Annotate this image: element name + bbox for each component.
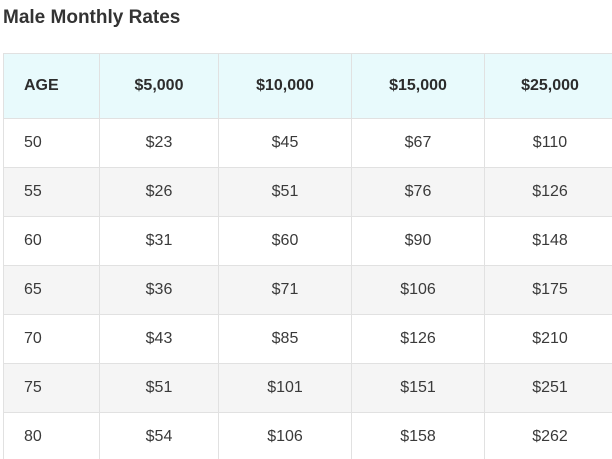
column-header-5000: $5,000 bbox=[99, 53, 219, 119]
column-header-25000: $25,000 bbox=[484, 53, 612, 119]
age-cell: 55 bbox=[3, 167, 100, 217]
rate-cell: $26 bbox=[99, 167, 219, 217]
rate-cell: $126 bbox=[484, 167, 612, 217]
table-row: 50 $23 $45 $67 $110 bbox=[3, 118, 612, 168]
age-cell: 70 bbox=[3, 314, 100, 364]
column-header-15000: $15,000 bbox=[351, 53, 485, 119]
rate-cell: $54 bbox=[99, 412, 219, 459]
age-cell: 75 bbox=[3, 363, 100, 413]
rate-cell: $151 bbox=[351, 363, 485, 413]
rate-cell: $51 bbox=[99, 363, 219, 413]
rate-cell: $60 bbox=[218, 216, 352, 266]
rate-cell: $90 bbox=[351, 216, 485, 266]
rate-cell: $45 bbox=[218, 118, 352, 168]
rates-table: AGE $5,000 $10,000 $15,000 $25,000 50 $2… bbox=[3, 53, 612, 459]
rate-cell: $51 bbox=[218, 167, 352, 217]
rate-cell: $85 bbox=[218, 314, 352, 364]
rate-cell: $101 bbox=[218, 363, 352, 413]
table-row: 60 $31 $60 $90 $148 bbox=[3, 216, 612, 266]
rate-cell: $106 bbox=[351, 265, 485, 315]
rate-cell: $126 bbox=[351, 314, 485, 364]
header-row: AGE $5,000 $10,000 $15,000 $25,000 bbox=[3, 53, 612, 119]
table-header: AGE $5,000 $10,000 $15,000 $25,000 bbox=[3, 53, 612, 119]
rate-cell: $148 bbox=[484, 216, 612, 266]
table-row: 75 $51 $101 $151 $251 bbox=[3, 363, 612, 413]
rate-cell: $23 bbox=[99, 118, 219, 168]
rate-cell: $36 bbox=[99, 265, 219, 315]
rate-cell: $175 bbox=[484, 265, 612, 315]
rate-cell: $67 bbox=[351, 118, 485, 168]
rate-cell: $251 bbox=[484, 363, 612, 413]
age-cell: 65 bbox=[3, 265, 100, 315]
column-header-10000: $10,000 bbox=[218, 53, 352, 119]
age-cell: 80 bbox=[3, 412, 100, 459]
age-cell: 50 bbox=[3, 118, 100, 168]
rate-cell: $76 bbox=[351, 167, 485, 217]
table-row: 70 $43 $85 $126 $210 bbox=[3, 314, 612, 364]
table-body: 50 $23 $45 $67 $110 55 $26 $51 $76 $126 … bbox=[3, 118, 612, 459]
age-cell: 60 bbox=[3, 216, 100, 266]
table-row: 65 $36 $71 $106 $175 bbox=[3, 265, 612, 315]
rate-cell: $31 bbox=[99, 216, 219, 266]
page-title: Male Monthly Rates bbox=[3, 7, 181, 28]
rate-cell: $43 bbox=[99, 314, 219, 364]
column-header-age: AGE bbox=[3, 53, 100, 119]
rate-cell: $106 bbox=[218, 412, 352, 459]
table-row: 80 $54 $106 $158 $262 bbox=[3, 412, 612, 459]
rate-cell: $262 bbox=[484, 412, 612, 459]
table-row: 55 $26 $51 $76 $126 bbox=[3, 167, 612, 217]
rate-cell: $158 bbox=[351, 412, 485, 459]
rate-cell: $210 bbox=[484, 314, 612, 364]
rate-cell: $110 bbox=[484, 118, 612, 168]
rate-cell: $71 bbox=[218, 265, 352, 315]
